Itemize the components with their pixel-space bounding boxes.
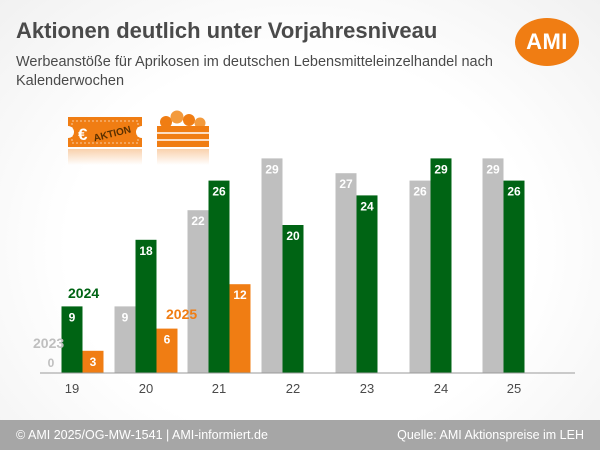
value-label-2023-kw22: 29 bbox=[265, 162, 279, 176]
bar-2024-kw22 bbox=[282, 225, 304, 373]
legend-label-2024: 2024 bbox=[68, 285, 99, 301]
x-tick-label-kw24: 24 bbox=[434, 381, 448, 396]
footer-source: Quelle: AMI Aktionspreise im LEH bbox=[397, 428, 584, 442]
bar-2024-kw19 bbox=[61, 306, 83, 373]
ami-logo-text: AMI bbox=[526, 29, 568, 54]
value-label-2024-kw19: 9 bbox=[69, 310, 76, 324]
bar-chart: € AKTION 0 9 3 9 18 6 22 26 12 29 20 27 24 26 29 29 26 1… bbox=[33, 110, 575, 396]
bar-2024-kw25 bbox=[503, 180, 525, 373]
x-tick-label-kw25: 25 bbox=[507, 381, 521, 396]
x-tick-label-kw21: 21 bbox=[212, 381, 226, 396]
value-label-2023-kw23: 27 bbox=[339, 177, 353, 191]
value-label-2024-kw25: 26 bbox=[507, 185, 521, 199]
legend-label-2025: 2025 bbox=[166, 306, 197, 322]
bar-2023-kw23 bbox=[335, 173, 357, 373]
legend-label-2023: 2023 bbox=[33, 335, 64, 351]
bar-2024-kw20 bbox=[135, 239, 157, 373]
x-tick-label-kw22: 22 bbox=[286, 381, 300, 396]
value-label-2023-kw21: 22 bbox=[191, 214, 205, 228]
bar-2023-kw20 bbox=[114, 306, 136, 373]
value-label-2023-kw20: 9 bbox=[122, 310, 129, 324]
bar-2025-kw19 bbox=[82, 350, 104, 373]
bar-2023-kw25 bbox=[482, 158, 504, 373]
x-tick-label-kw19: 19 bbox=[65, 381, 79, 396]
bar-2025-kw20 bbox=[156, 328, 178, 373]
chart-title: Aktionen deutlich unter Vorjahresniveau bbox=[16, 18, 438, 43]
value-label-2025-kw19: 3 bbox=[90, 355, 97, 369]
apricot-crate-icon bbox=[157, 110, 209, 165]
value-label-2024-kw22: 20 bbox=[286, 229, 300, 243]
value-label-2024-kw23: 24 bbox=[360, 199, 374, 213]
value-label-2023-kw19: 0 bbox=[48, 356, 55, 370]
x-tick-label-kw20: 20 bbox=[139, 381, 153, 396]
bar-2024-kw21 bbox=[208, 180, 230, 373]
chart-subtitle: Werbeanstöße für Aprikosen im deutschen … bbox=[16, 54, 493, 89]
euro-symbol: € bbox=[78, 125, 88, 144]
value-label-2024-kw24: 29 bbox=[434, 162, 448, 176]
bar-2023-kw21 bbox=[187, 210, 209, 373]
bar-2025-kw21 bbox=[229, 284, 251, 373]
value-label-2025-kw20: 6 bbox=[164, 333, 171, 347]
value-label-2024-kw20: 18 bbox=[139, 244, 153, 258]
value-label-2024-kw21: 26 bbox=[212, 185, 226, 199]
footer-copyright: © AMI 2025/OG-MW-1541 | AMI-informiert.d… bbox=[16, 428, 268, 442]
footer-bar: © AMI 2025/OG-MW-1541 | AMI-informiert.d… bbox=[0, 420, 600, 450]
bar-2024-kw24 bbox=[430, 158, 452, 373]
value-label-2023-kw25: 29 bbox=[486, 162, 500, 176]
bar-2023-kw24 bbox=[409, 180, 431, 373]
ami-logo: AMI bbox=[515, 18, 579, 66]
bar-2023-kw22 bbox=[261, 158, 283, 373]
bar-2024-kw23 bbox=[356, 195, 378, 373]
value-label-2023-kw24: 26 bbox=[413, 185, 427, 199]
euro-aktion-ticket-icon: € AKTION bbox=[68, 117, 142, 165]
value-label-2025-kw21: 12 bbox=[233, 288, 247, 302]
x-tick-label-kw23: 23 bbox=[360, 381, 374, 396]
